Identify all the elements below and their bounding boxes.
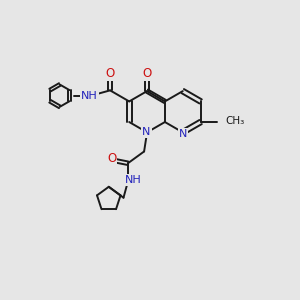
Text: O: O: [142, 67, 152, 80]
Text: O: O: [107, 152, 116, 165]
Text: NH: NH: [125, 175, 142, 185]
Text: NH: NH: [81, 91, 98, 101]
Text: O: O: [106, 67, 115, 80]
Text: N: N: [179, 128, 187, 139]
Text: CH₃: CH₃: [225, 116, 244, 126]
Text: N: N: [142, 127, 151, 137]
